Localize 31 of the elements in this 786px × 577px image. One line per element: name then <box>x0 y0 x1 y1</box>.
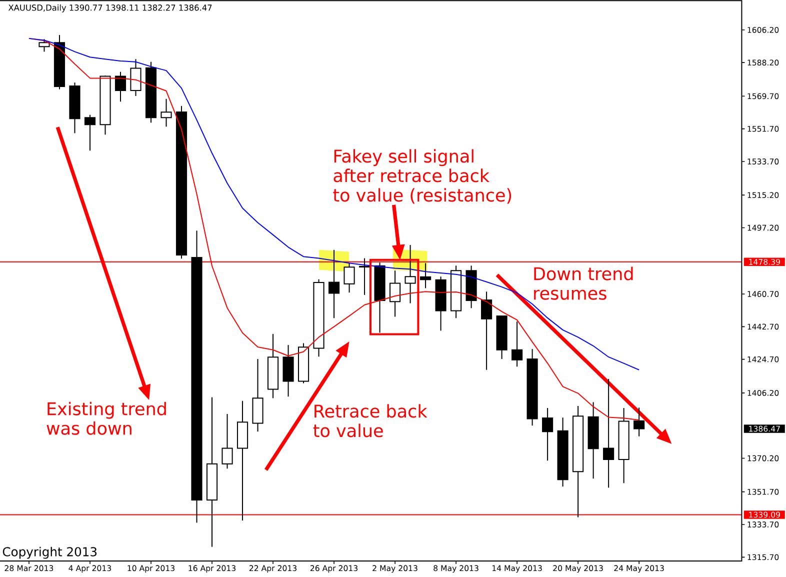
candlestick <box>206 396 218 548</box>
annotation: Fakey sell signal after retrace back to value (resistance) <box>333 149 512 204</box>
candlestick <box>420 262 432 289</box>
candlestick <box>634 407 645 437</box>
candlestick <box>542 407 554 462</box>
candlestick <box>54 34 66 90</box>
candlestick <box>572 405 584 518</box>
candlestick <box>390 270 401 318</box>
candlestick <box>252 358 264 432</box>
candlestick <box>160 98 172 128</box>
candlestick <box>374 262 386 334</box>
annotation: Existing trend was down <box>46 402 166 435</box>
candlestick <box>526 348 538 426</box>
candlestick <box>435 276 446 332</box>
candlestick <box>618 407 630 484</box>
candlestick <box>603 378 614 488</box>
candlestick <box>481 291 492 370</box>
candlestick <box>191 230 202 524</box>
annotation: Retrace back to value <box>313 404 428 438</box>
annotation: Copyright 2013 <box>2 546 97 559</box>
candlestick <box>404 244 416 304</box>
candlestick <box>557 417 568 488</box>
chart-title: XAUUSD,Daily 1390.77 1398.11 1382.27 1386.47 <box>8 4 212 12</box>
candlestick <box>236 400 248 522</box>
candlestick <box>328 249 340 319</box>
candlestick <box>466 265 477 309</box>
candlestick <box>450 265 462 319</box>
candlestick <box>588 402 599 480</box>
candlestick <box>130 58 142 96</box>
annotation: Down trend resumes <box>534 266 633 300</box>
candlestick <box>282 344 294 398</box>
